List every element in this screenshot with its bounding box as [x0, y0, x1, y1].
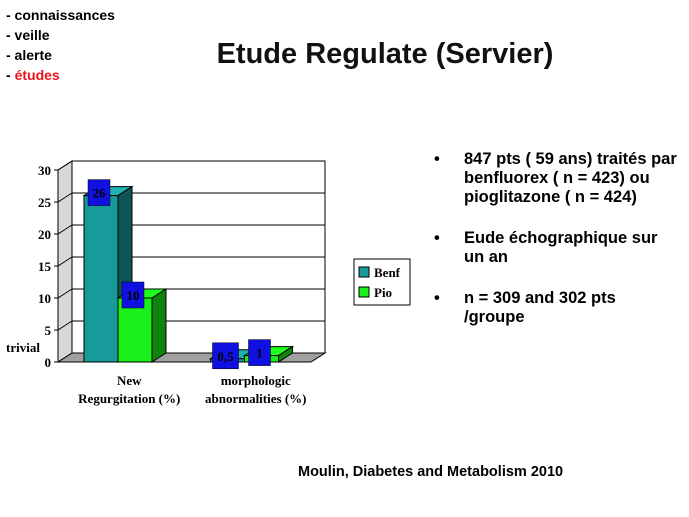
bullet-item: • Eude échographique sur un an [434, 229, 679, 267]
slide-title: Etude Regulate (Servier) [216, 38, 554, 70]
chart-annotation: trivial [6, 340, 40, 355]
bar-chart: 0 5 10 15 20 25 30 26 10 New Regurgitation (%) 0,5 1… [0, 150, 430, 420]
bar-chart-svg: 0 5 10 15 20 25 30 26 10 New Regurgitation (%) 0,5 1… [6, 160, 411, 406]
bullet-dot: • [434, 229, 440, 247]
bullet-item: • 847 pts ( 59 ans) traités par benfluore… [434, 150, 679, 207]
side-menu: - connaissances - veille - alerte - étud… [6, 5, 115, 85]
bar-side [151, 288, 167, 363]
bullet-dot: • [434, 150, 440, 168]
gridline-side [57, 288, 73, 299]
menu-item-alerte: - alerte [6, 47, 52, 63]
menu-item-veille: - veille [6, 27, 50, 43]
bar [83, 195, 119, 363]
citation: Moulin, Diabetes and Metabolism 2010 [298, 464, 564, 480]
bar [117, 297, 153, 363]
legend-swatch [358, 286, 370, 298]
x-category-label: morphologic [221, 373, 291, 388]
bullet-text: n = 309 and 302 pts /groupe [464, 289, 616, 326]
y-tick-label: 20 [38, 227, 51, 242]
bullet-dot: • [434, 289, 440, 307]
bullet-item: • n = 309 and 302 pts /groupe [434, 289, 679, 327]
data-label-box [87, 179, 111, 206]
data-label: 10 [127, 288, 140, 303]
data-label: 26 [93, 186, 107, 201]
data-label-box [248, 339, 271, 366]
y-tick-label: 10 [38, 291, 51, 306]
data-label-box [212, 342, 239, 370]
gridline-side [57, 224, 73, 235]
gridline-side [57, 160, 73, 171]
y-tick-label: 25 [38, 195, 52, 210]
legend-label: Benf [374, 265, 401, 280]
x-category-label: Regurgitation (%) [78, 391, 180, 406]
bullet-list: • 847 pts ( 59 ans) traités par benfluore… [434, 150, 679, 349]
legend-label: Pio [374, 285, 392, 300]
gridline-side [57, 320, 73, 331]
y-tick-label: 5 [45, 323, 52, 338]
x-category-label: abnormalities (%) [205, 391, 306, 406]
menu-item-connaissances: - connaissances [6, 7, 115, 23]
bullet-text: 847 pts ( 59 ans) traités par benfluorex… [464, 150, 677, 206]
data-label: 0,5 [217, 349, 234, 364]
gridline-side [57, 192, 73, 203]
gridline-side [57, 256, 73, 267]
menu-item-etudes-label: études [14, 67, 60, 83]
menu-item-etudes: - études [6, 67, 60, 83]
legend-swatch [358, 266, 370, 278]
x-category-label: New [117, 373, 142, 388]
y-tick-label: 15 [38, 259, 52, 274]
data-label: 1 [256, 346, 263, 361]
y-tick-label: 30 [38, 163, 51, 178]
bullet-text: Eude échographique sur un an [464, 229, 658, 266]
data-label-box [121, 281, 145, 309]
y-tick-label: 0 [45, 355, 52, 370]
